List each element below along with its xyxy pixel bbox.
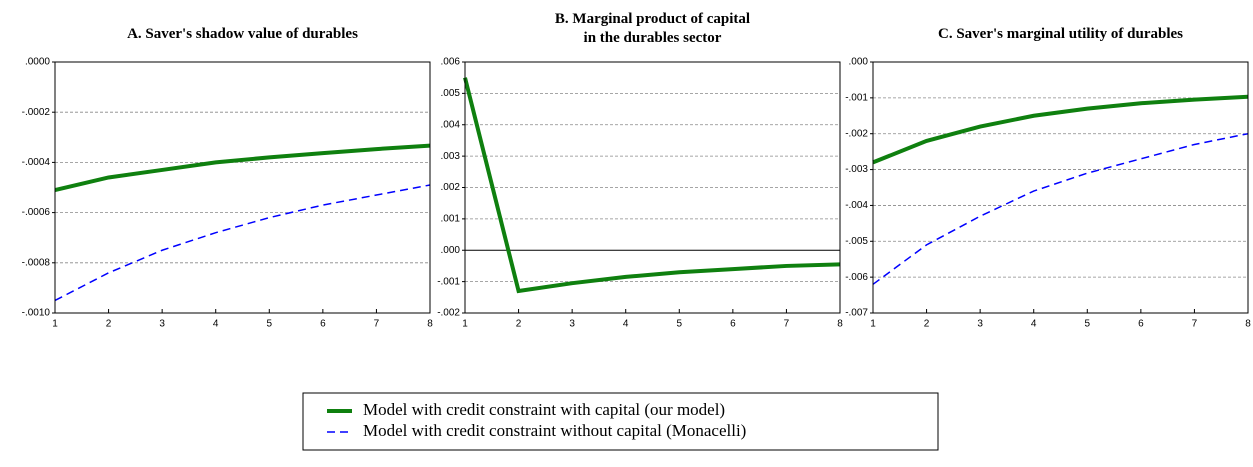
x-tick-label: 8 (427, 319, 433, 330)
y-tick-label: -.0008 (22, 257, 51, 268)
series-line (54, 143, 431, 192)
y-tick-label: .006 (441, 57, 461, 68)
x-tick-label: 7 (784, 319, 790, 330)
y-tick-label: .0000 (25, 57, 50, 68)
y-tick-label: -.003 (845, 164, 868, 175)
x-tick-label: 4 (623, 319, 629, 330)
x-tick-label: 8 (837, 319, 843, 330)
panel: A. Saver's shadow value of durables .0000… (22, 26, 434, 330)
legend-box (302, 392, 939, 451)
plot-frame (54, 61, 431, 314)
y-tick-label: -.006 (845, 272, 868, 283)
y-tick-label: -.004 (845, 200, 868, 211)
x-tick-label: 6 (320, 319, 326, 330)
x-tick-label: 2 (924, 319, 930, 330)
legend-label: Model with credit constraint with capita… (363, 400, 725, 419)
panel: B. Marginal product of capital in the dur… (437, 11, 843, 330)
chart-title: C. Saver's marginal utility of durables (938, 26, 1183, 42)
plot-frame (464, 61, 841, 314)
series-line (463, 77, 841, 294)
x-tick-label: 2 (516, 319, 522, 330)
y-tick-label: .002 (441, 182, 461, 193)
y-tick-label: -.002 (437, 308, 460, 319)
y-tick-label: .003 (441, 151, 461, 162)
series-line (54, 184, 431, 302)
y-tick-label: .000 (441, 245, 461, 256)
x-tick-label: 5 (267, 319, 273, 330)
y-tick-label: -.0006 (22, 207, 51, 218)
chart-title: A. Saver's shadow value of durables (127, 26, 358, 42)
series-line (872, 94, 1249, 165)
x-tick-label: 1 (52, 319, 58, 330)
x-tick-label: 4 (213, 319, 219, 330)
x-tick-label: 6 (730, 319, 736, 330)
y-tick-label: -.001 (437, 276, 460, 287)
y-tick-label: -.0004 (22, 157, 51, 168)
legend-label: Model with credit constraint without cap… (363, 421, 746, 440)
x-tick-label: 6 (1138, 319, 1144, 330)
x-tick-label: 3 (159, 319, 165, 330)
y-tick-label: .000 (849, 57, 869, 68)
x-tick-label: 1 (870, 319, 876, 330)
legend: Model with credit constraint with capita… (302, 392, 939, 451)
chart-title: B. Marginal product of capital (555, 11, 750, 27)
series-line (872, 132, 1249, 285)
y-tick-label: -.0002 (22, 107, 51, 118)
x-tick-label: 1 (462, 319, 468, 330)
x-tick-label: 7 (1192, 319, 1198, 330)
x-tick-label: 8 (1245, 319, 1251, 330)
y-tick-label: -.002 (845, 128, 868, 139)
x-tick-label: 4 (1031, 319, 1037, 330)
x-tick-label: 2 (106, 319, 112, 330)
x-tick-label: 3 (569, 319, 575, 330)
x-tick-label: 5 (677, 319, 683, 330)
y-tick-label: -.007 (845, 308, 868, 319)
y-tick-label: -.0010 (22, 308, 51, 319)
plot-frame (872, 61, 1249, 314)
x-tick-label: 7 (374, 319, 380, 330)
x-tick-label: 5 (1085, 319, 1091, 330)
x-tick-label: 3 (977, 319, 983, 330)
y-tick-label: .005 (441, 88, 461, 99)
y-tick-label: .004 (441, 119, 461, 130)
y-tick-label: -.001 (845, 92, 868, 103)
panel: C. Saver's marginal utility of durables.… (845, 26, 1251, 330)
y-tick-label: -.005 (845, 236, 868, 247)
chart-title: in the durables sector (584, 30, 722, 46)
y-tick-label: .001 (441, 214, 461, 225)
